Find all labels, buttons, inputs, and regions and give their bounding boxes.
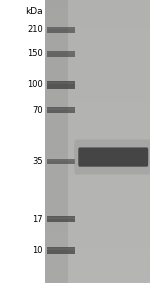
FancyBboxPatch shape xyxy=(46,216,75,222)
FancyBboxPatch shape xyxy=(46,107,75,113)
FancyBboxPatch shape xyxy=(78,147,148,167)
FancyBboxPatch shape xyxy=(74,140,150,175)
FancyBboxPatch shape xyxy=(46,52,75,53)
Text: 150: 150 xyxy=(27,49,43,58)
FancyBboxPatch shape xyxy=(46,81,75,89)
Text: 100: 100 xyxy=(27,80,43,89)
FancyBboxPatch shape xyxy=(46,247,75,254)
FancyBboxPatch shape xyxy=(46,248,75,250)
FancyBboxPatch shape xyxy=(46,108,75,110)
Text: 10: 10 xyxy=(32,246,43,255)
Text: kDa: kDa xyxy=(25,7,43,16)
FancyBboxPatch shape xyxy=(46,82,75,84)
FancyBboxPatch shape xyxy=(46,159,75,164)
FancyBboxPatch shape xyxy=(46,51,75,57)
Text: 17: 17 xyxy=(32,215,43,224)
Text: 70: 70 xyxy=(32,106,43,115)
FancyBboxPatch shape xyxy=(46,159,75,161)
Text: 210: 210 xyxy=(27,25,43,34)
FancyBboxPatch shape xyxy=(46,217,75,219)
FancyBboxPatch shape xyxy=(46,27,75,29)
FancyBboxPatch shape xyxy=(46,27,75,33)
Text: 35: 35 xyxy=(32,157,43,166)
